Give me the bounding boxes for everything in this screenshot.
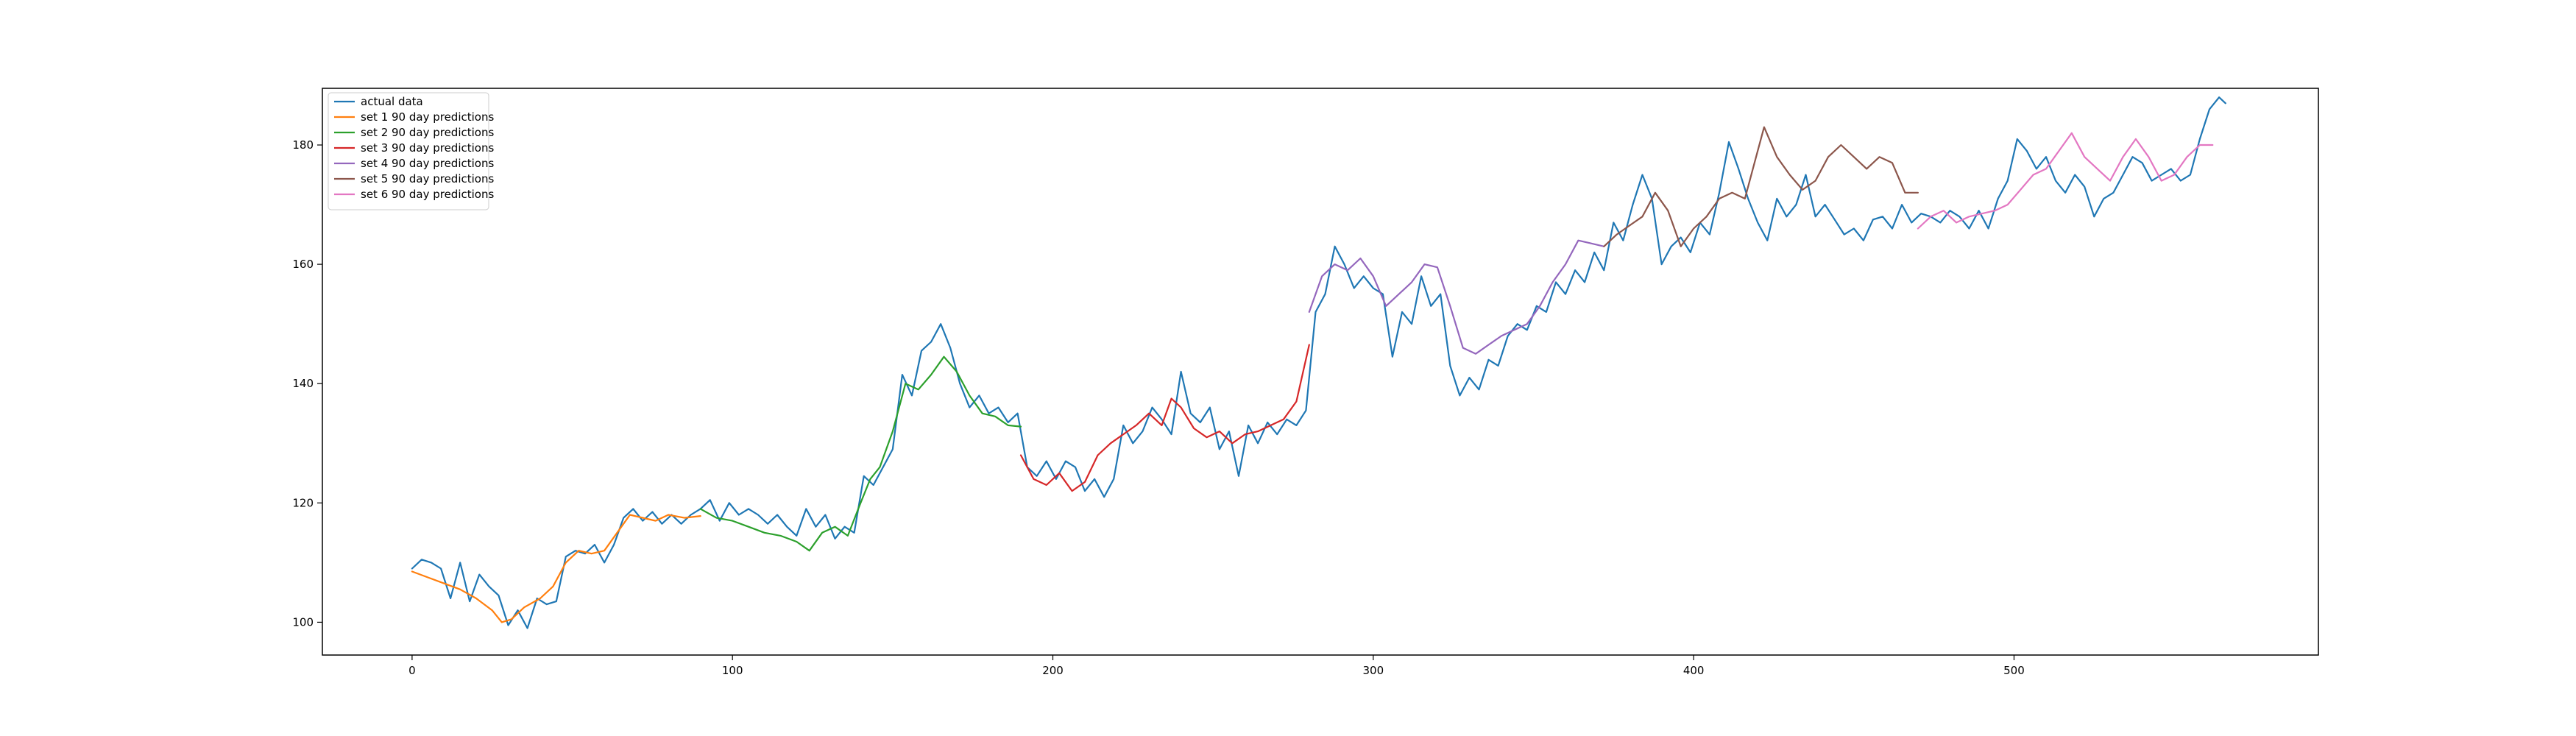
axes-frame xyxy=(322,88,2319,656)
series-line-7 xyxy=(1917,132,2214,230)
legend-label: set 2 90 day predictions xyxy=(361,126,494,139)
y-tick-label: 120 xyxy=(292,496,314,509)
series-line-5 xyxy=(1308,239,1605,355)
x-tick-label: 300 xyxy=(1363,664,1384,677)
series-line-4 xyxy=(1019,344,1310,492)
x-tick-label: 400 xyxy=(1683,664,1705,677)
series-line-3 xyxy=(699,355,1022,552)
legend-label: set 1 90 day predictions xyxy=(361,110,494,124)
legend-box xyxy=(328,92,489,210)
legend-label: actual data xyxy=(361,95,423,108)
series-line-2 xyxy=(411,514,701,623)
x-tick-label: 100 xyxy=(722,664,743,677)
y-tick-label: 140 xyxy=(292,377,314,390)
legend-label: set 6 90 day predictions xyxy=(361,188,494,201)
series-line-6 xyxy=(1603,126,1919,247)
y-tick-label: 160 xyxy=(292,258,314,271)
legend-label: set 5 90 day predictions xyxy=(361,172,494,185)
legend-label: set 3 90 day predictions xyxy=(361,141,494,155)
y-tick-label: 100 xyxy=(292,615,314,629)
plot-area xyxy=(411,96,2226,629)
x-tick-label: 0 xyxy=(408,664,416,677)
axis-ticks: 0 100 200 300 400 500 100 120 140 160 180 xyxy=(292,138,2024,677)
x-tick-label: 500 xyxy=(2003,664,2025,677)
series-line-1 xyxy=(411,96,2226,629)
y-tick-label: 180 xyxy=(292,138,314,152)
x-tick-label: 200 xyxy=(1042,664,1064,677)
legend-label: set 4 90 day predictions xyxy=(361,157,494,170)
legend: actual data set 1 90 day predictions set 2… xyxy=(328,92,494,210)
